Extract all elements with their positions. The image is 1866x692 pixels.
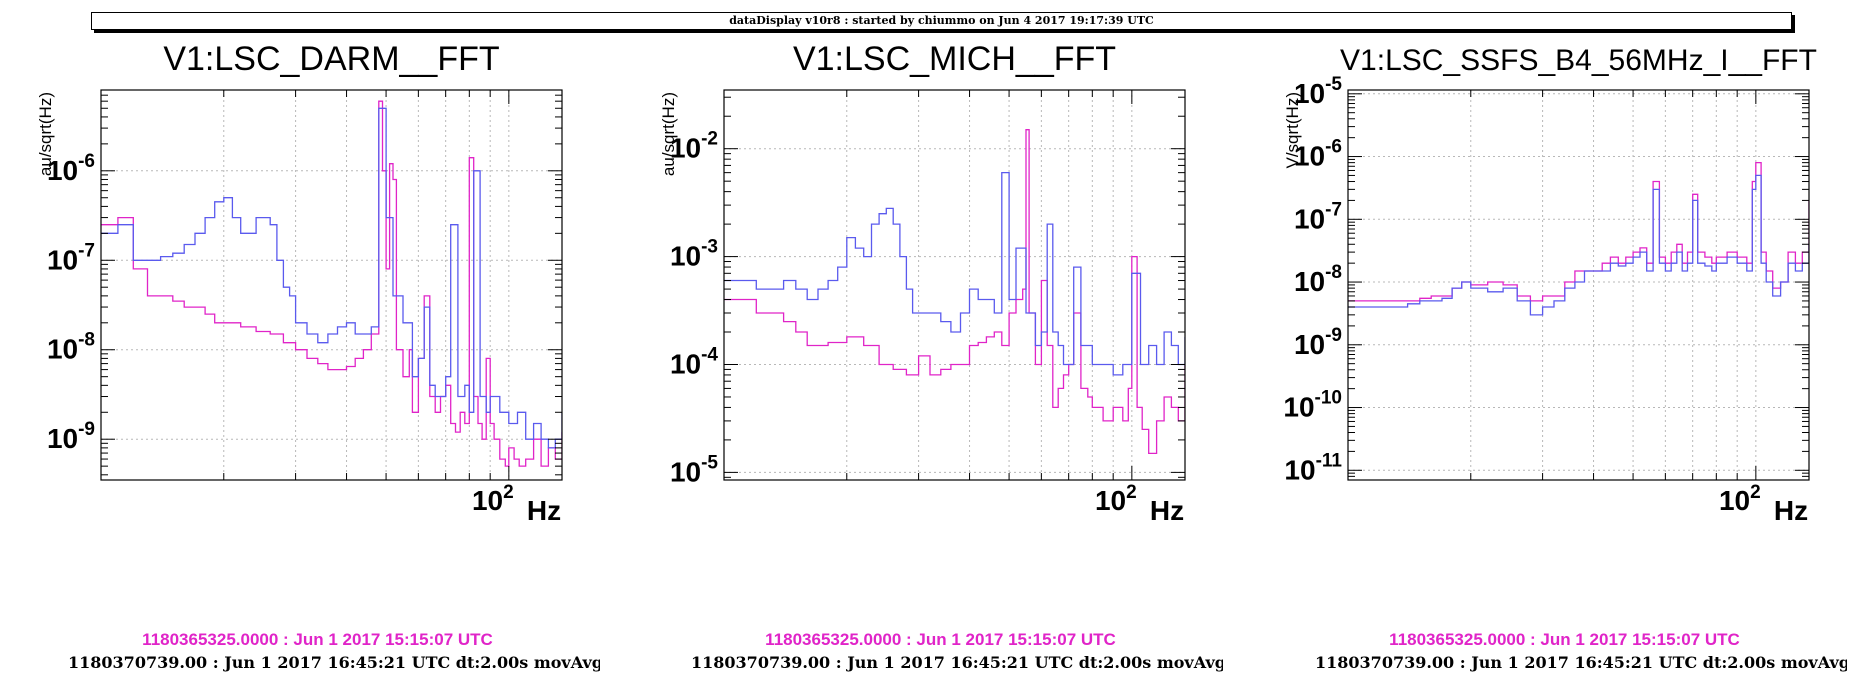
- grid-lines: [724, 90, 1185, 480]
- grid-lines: [101, 90, 562, 480]
- xtick-label: 102: [1719, 482, 1761, 516]
- ytick-exponent: -9: [1325, 325, 1342, 346]
- ytick-exponent: -7: [78, 240, 95, 261]
- window-banner: dataDisplay v10r8 : started by chiummo o…: [91, 12, 1792, 30]
- ytick-exponent: -10: [1315, 388, 1342, 409]
- ytick-base: 10: [1294, 141, 1325, 172]
- ytick-base: 10: [1294, 78, 1325, 109]
- footer-reference-time: 1180365325.0000 : Jun 1 2017 15:15:07 UT…: [1389, 630, 1740, 649]
- ytick-base: 10: [47, 334, 78, 365]
- ytick-exponent: -8: [1325, 262, 1342, 283]
- ytick-base: 10: [1294, 329, 1325, 360]
- ytick-base: 10: [670, 133, 701, 164]
- ytick-exponent: -8: [78, 330, 95, 351]
- footer-reference-time: 1180365325.0000 : Jun 1 2017 15:15:07 UT…: [765, 630, 1116, 649]
- ytick-exponent: -11: [1316, 450, 1343, 471]
- xtick-base: 10: [472, 485, 503, 516]
- ytick-label: 10-8: [47, 330, 95, 365]
- xtick-base: 10: [1719, 485, 1750, 516]
- y-axis-label: V/sqrt(Hz): [1283, 92, 1302, 169]
- ytick-label: 10-8: [1294, 262, 1342, 297]
- series-line-1: [101, 100, 562, 467]
- ytick-label: 10-11: [1284, 450, 1342, 485]
- series-line-1: [1348, 161, 1809, 302]
- chart-panel-3: V1:LSC_SSFS_B4_56MHz_I__FFT 10-11 10-10 10-…: [1247, 40, 1847, 692]
- ytick-label: 10-7: [1294, 199, 1342, 234]
- ytick-exponent: -4: [701, 344, 718, 365]
- plot-frame: [723, 89, 1186, 481]
- plot-frame: [100, 89, 563, 481]
- ytick-base: 10: [1294, 203, 1325, 234]
- ytick-label: 10-5: [1294, 74, 1342, 109]
- ytick-label: 10-3: [670, 237, 718, 272]
- xtick-label: 102: [472, 482, 514, 516]
- chart-title: V1:LSC_MICH__FFT: [793, 40, 1116, 78]
- series-line-2: [1348, 174, 1809, 316]
- x-axis-label: Hz: [527, 495, 561, 526]
- x-axis-label-mask: [1135, 523, 1195, 553]
- ytick-base: 10: [1284, 454, 1315, 485]
- charts-area: V1:LSC_DARM__FFT 10-9 10-8 10-7 10-6 102 Hz au/…: [0, 40, 1866, 692]
- ytick-base: 10: [670, 241, 701, 272]
- y-axis-label: au/sqrt(Hz): [36, 92, 55, 176]
- ytick-exponent: -2: [701, 129, 718, 150]
- ytick-base: 10: [670, 456, 701, 487]
- series-line-2: [101, 107, 562, 449]
- grid-lines: [1348, 90, 1809, 480]
- footer-current-time: 1180370739.00 : Jun 1 2017 16:45:21 UTC …: [68, 653, 600, 672]
- footer-reference-time: 1180365325.0000 : Jun 1 2017 15:15:07 UT…: [142, 630, 493, 649]
- y-axis-label: au/sqrt(Hz): [659, 92, 678, 176]
- chart-svg-1: V1:LSC_DARM__FFT10-910-810-710-6102Hzau/…: [36, 40, 600, 672]
- xtick-exponent: 2: [503, 482, 514, 503]
- ytick-base: 10: [47, 244, 78, 275]
- ytick-exponent: -9: [78, 419, 95, 440]
- xtick-label: 102: [1095, 482, 1137, 516]
- x-axis-label-mask: [1759, 523, 1819, 553]
- ytick-base: 10: [47, 155, 78, 186]
- ytick-label: 10-6: [1294, 137, 1342, 172]
- chart-svg-2: V1:LSC_MICH__FFT10-510-410-310-2102Hzau/…: [659, 40, 1223, 672]
- ytick-exponent: -5: [1325, 74, 1342, 95]
- xtick-exponent: 2: [1750, 482, 1761, 503]
- ytick-base: 10: [1294, 266, 1325, 297]
- ytick-exponent: -5: [701, 452, 718, 473]
- chart-panel-2: V1:LSC_MICH__FFT 10-5 10-4 10-3 10-2 102 Hz au/…: [623, 40, 1223, 692]
- chart-panel-1: V1:LSC_DARM__FFT 10-9 10-8 10-7 10-6 102 Hz au/…: [0, 40, 600, 692]
- ytick-exponent: -6: [1325, 137, 1342, 158]
- ytick-label: 10-9: [47, 419, 95, 454]
- ytick-base: 10: [47, 423, 78, 454]
- plot-frame: [1347, 89, 1810, 481]
- chart-title: V1:LSC_DARM__FFT: [163, 40, 499, 78]
- ytick-label: 10-7: [47, 240, 95, 275]
- ytick-label: 10-5: [670, 452, 718, 487]
- chart-title: V1:LSC_SSFS_B4_56MHz_I__FFT: [1340, 44, 1817, 77]
- chart-svg-3: V1:LSC_SSFS_B4_56MHz_I__FFT10-1110-1010-…: [1283, 44, 1847, 672]
- series-line-1: [724, 129, 1185, 455]
- ytick-label: 10-6: [47, 151, 95, 186]
- x-axis-label: Hz: [1150, 495, 1184, 526]
- ytick-exponent: -7: [1325, 199, 1342, 220]
- footer-current-time: 1180370739.00 : Jun 1 2017 16:45:21 UTC …: [691, 653, 1223, 672]
- ytick-base: 10: [1283, 392, 1314, 423]
- ytick-label: 10-2: [670, 129, 718, 164]
- x-axis-label: Hz: [1774, 495, 1808, 526]
- x-axis-label-mask: [512, 523, 572, 553]
- ytick-exponent: -3: [701, 237, 718, 258]
- xtick-exponent: 2: [1126, 482, 1137, 503]
- ytick-base: 10: [670, 348, 701, 379]
- ytick-label: 10-9: [1294, 325, 1342, 360]
- ytick-exponent: -6: [78, 151, 95, 172]
- ytick-label: 10-10: [1283, 388, 1342, 423]
- ytick-label: 10-4: [670, 344, 718, 379]
- xtick-base: 10: [1095, 485, 1126, 516]
- series-line-2: [724, 171, 1185, 376]
- footer-current-time: 1180370739.00 : Jun 1 2017 16:45:21 UTC …: [1315, 653, 1847, 672]
